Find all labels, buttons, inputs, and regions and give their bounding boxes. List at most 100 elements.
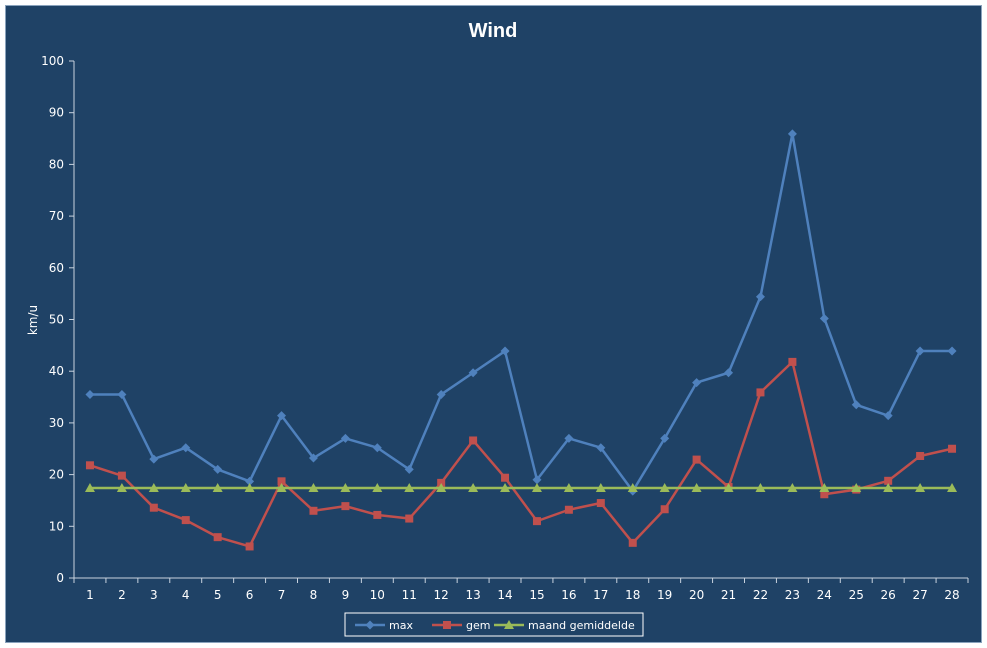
data-point-max [181, 443, 191, 453]
data-point-gem [820, 490, 829, 499]
data-point-maand-gemiddelde [84, 483, 95, 493]
legend: max gem maand gemiddelde [344, 612, 644, 637]
legend-label-gem: gem [466, 619, 490, 632]
data-point-max [372, 443, 382, 453]
data-point-maand-gemiddelde [627, 483, 638, 493]
series-maand-gemiddelde [84, 483, 958, 493]
data-point-gem [501, 473, 510, 482]
chart-title: Wind [469, 20, 518, 42]
x-tick-label: 9 [342, 588, 350, 602]
data-point-gem [469, 436, 478, 445]
x-tick-label: 10 [370, 588, 385, 602]
x-tick-label: 16 [561, 588, 576, 602]
data-point-max [596, 443, 606, 453]
data-point-max [213, 464, 223, 474]
data-point-max [660, 433, 670, 443]
y-tick-label: 30 [49, 416, 64, 430]
x-tick-label: 8 [310, 588, 318, 602]
legend-marker-max [365, 620, 375, 630]
data-point-max [117, 389, 127, 399]
y-tick-label: 0 [56, 571, 64, 585]
data-point-gem [213, 533, 222, 542]
data-point-maand-gemiddelde [723, 483, 734, 493]
data-point-maand-gemiddelde [436, 483, 447, 493]
data-point-maand-gemiddelde [755, 483, 766, 493]
data-point-maand-gemiddelde [787, 483, 798, 493]
legend-label-max: max [389, 619, 413, 632]
data-point-gem [117, 471, 126, 480]
x-tick-label: 20 [689, 588, 704, 602]
x-tick-label: 5 [214, 588, 222, 602]
data-point-maand-gemiddelde [883, 483, 894, 493]
legend-marker-maand-gemiddelde [504, 620, 514, 629]
data-point-gem [916, 451, 925, 460]
data-point-gem [660, 505, 669, 514]
x-tick-label: 3 [150, 588, 158, 602]
x-tick-label: 14 [497, 588, 512, 602]
data-point-maand-gemiddelde [148, 483, 159, 493]
data-point-maand-gemiddelde [308, 483, 319, 493]
data-point-gem [277, 477, 286, 486]
x-tick-label: 23 [785, 588, 800, 602]
x-tick-label: 19 [657, 588, 672, 602]
x-tick-label: 13 [465, 588, 480, 602]
data-point-maand-gemiddelde [340, 483, 351, 493]
series-gem [85, 357, 957, 551]
data-point-max [787, 129, 797, 139]
data-point-gem [596, 499, 605, 508]
x-tick-label: 6 [246, 588, 254, 602]
data-point-max [468, 368, 478, 378]
data-point-max [819, 313, 829, 323]
data-point-maand-gemiddelde [595, 483, 606, 493]
data-point-maand-gemiddelde [276, 483, 287, 493]
data-point-gem [341, 502, 350, 511]
data-point-max [947, 346, 957, 356]
x-tick-label: 27 [912, 588, 927, 602]
y-tick-label: 70 [49, 209, 64, 223]
data-point-max [149, 454, 159, 464]
y-tick-label: 100 [41, 54, 64, 68]
axes [69, 60, 969, 583]
data-point-maand-gemiddelde [180, 483, 191, 493]
data-point-max [245, 476, 255, 486]
series-max [85, 129, 957, 496]
y-tick-label: 50 [49, 313, 64, 327]
data-point-max [755, 292, 765, 302]
x-tick-label: 26 [881, 588, 896, 602]
data-point-maand-gemiddelde [947, 483, 958, 493]
data-point-maand-gemiddelde [500, 483, 511, 493]
data-point-gem [756, 388, 765, 397]
y-tick-label: 20 [49, 468, 64, 482]
legend-marker-gem [443, 621, 451, 629]
data-point-gem [405, 514, 414, 523]
data-point-max [915, 346, 925, 356]
data-point-maand-gemiddelde [372, 483, 383, 493]
x-tick-label: 24 [817, 588, 832, 602]
x-tick-label: 12 [434, 588, 449, 602]
data-point-max [692, 378, 702, 388]
series-line-gem [89, 360, 953, 548]
y-tick-labels: 0 10 20 30 40 50 60 70 80 90 100 [41, 54, 64, 585]
data-point-maand-gemiddelde [212, 483, 223, 493]
data-point-max [851, 400, 861, 410]
data-point-max [500, 346, 510, 356]
x-tick-label: 11 [402, 588, 417, 602]
data-point-maand-gemiddelde [563, 483, 574, 493]
y-tick-label: 90 [49, 106, 64, 120]
data-point-gem [884, 476, 893, 485]
data-point-max [883, 411, 893, 421]
data-point-max [277, 411, 287, 421]
data-point-max [404, 464, 414, 474]
data-point-max [340, 433, 350, 443]
data-point-maand-gemiddelde [404, 483, 415, 493]
data-point-max [436, 389, 446, 399]
x-tick-label: 28 [944, 588, 959, 602]
data-point-maand-gemiddelde [851, 483, 862, 493]
x-tick-labels: 1 2 3 4 5 6 7 8 9 10 11 12 13 14 15 16 17 18 19 20 21 22 23 24 2… [86, 588, 960, 602]
legend-label-maand-gemiddelde: maand gemiddelde [528, 619, 635, 632]
data-point-gem [309, 506, 318, 515]
y-tick-label: 10 [49, 519, 64, 533]
data-point-maand-gemiddelde [915, 483, 926, 493]
x-tick-label: 22 [753, 588, 768, 602]
